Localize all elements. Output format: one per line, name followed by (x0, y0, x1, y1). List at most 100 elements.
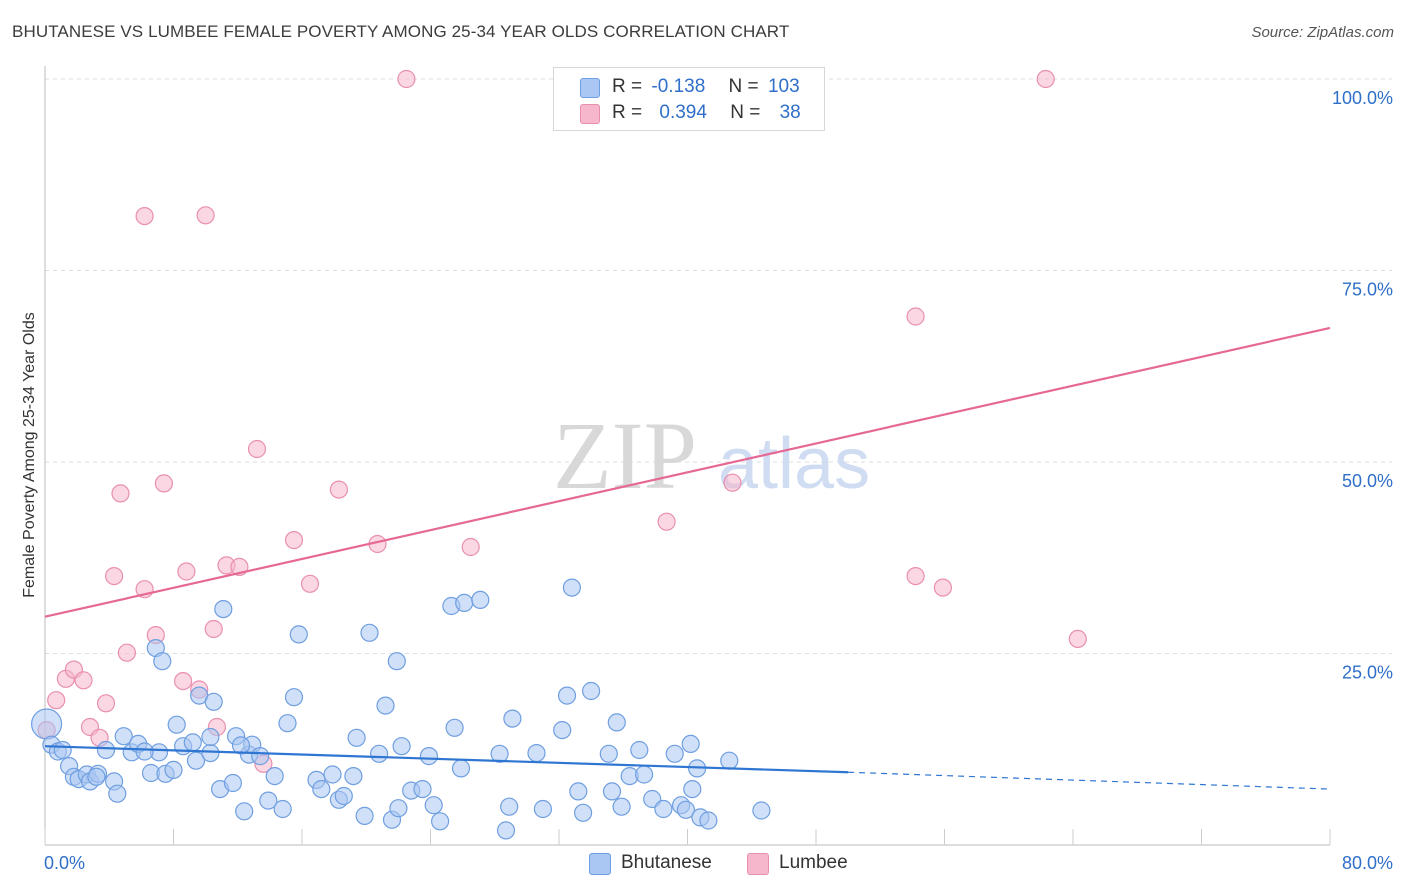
lumbee-point (96, 694, 116, 713)
bhutanese-point (573, 803, 593, 822)
bhutanese-point (654, 799, 673, 819)
bhutanese-point (201, 727, 220, 747)
bhutanese-point (533, 799, 553, 819)
bhutanese-point (214, 599, 233, 619)
bhutanese-point (114, 727, 133, 746)
bhutanese-point (431, 812, 450, 831)
y-tick-label: 50.0% (1342, 471, 1393, 491)
r-value: 0.394 (659, 102, 707, 123)
bhutanese-point (562, 578, 582, 597)
bhutanese-point (231, 736, 251, 755)
lumbee-point (174, 671, 193, 691)
bhutanese-point (344, 766, 363, 786)
bhutanese-point (284, 688, 304, 707)
lumbee-point (177, 562, 196, 581)
bhutanese-point (186, 751, 206, 770)
bhutanese-point (167, 715, 186, 734)
lumbee-point (461, 537, 480, 557)
r-value: -0.138 (651, 76, 706, 97)
bhutanese-point (347, 728, 366, 747)
lumbee-point (47, 691, 66, 710)
bhutanese-point (569, 782, 588, 801)
legend-swatch-lumbee (580, 104, 600, 124)
bhutanese-point (455, 593, 474, 613)
lumbee-point (154, 474, 173, 493)
bhutanese-point (630, 740, 649, 760)
lumbee-point (933, 578, 953, 597)
bhutanese-point (204, 692, 223, 711)
bhutanese-point (289, 625, 308, 644)
bhutanese-point (599, 744, 618, 763)
bhutanese-point (30, 708, 63, 740)
grid-lines (45, 78, 1392, 654)
watermark-zip: ZIP (553, 402, 697, 509)
lumbee-point (111, 484, 130, 503)
bhutanese-point (634, 765, 654, 784)
bhutanese-trend-line (44, 745, 849, 774)
bhutanese-point (557, 686, 577, 705)
bhutanese-point (312, 779, 331, 799)
lumbee-point (657, 512, 676, 531)
n-value: 103 (767, 76, 800, 97)
bhutanese-point (602, 782, 622, 801)
lumbee-point (284, 530, 304, 550)
bhutanese-point (87, 767, 106, 786)
bhutanese-point (387, 652, 406, 671)
bhutanese-point (183, 733, 202, 752)
bhutanese-point (265, 766, 284, 786)
lumbee-point (906, 566, 925, 586)
bhutanese-point (96, 740, 116, 760)
lumbee-point (1036, 69, 1055, 89)
y-tick-label: 75.0% (1342, 280, 1393, 300)
bhutanese-point (360, 623, 379, 642)
series-legend: Bhutanese Lumbee (0, 852, 1406, 876)
bhutanese-point (681, 734, 700, 754)
bhutanese-point (445, 718, 464, 737)
bhutanese-point (471, 590, 490, 610)
n-label: N = (728, 76, 759, 97)
lumbee-point (204, 619, 223, 639)
r-label: R = (612, 102, 643, 123)
x-tick-label: 0.0% (44, 853, 85, 873)
bhutanese-point (500, 797, 519, 816)
n-value: 38 (779, 102, 801, 123)
tick-labels: 25.0% 50.0% 75.0% 100.0% 0.0% 80.0% (44, 88, 1393, 873)
bhutanese-point (389, 799, 408, 818)
legend-label-lumbee: Lumbee (779, 852, 848, 873)
legend-swatch-bhutanese (589, 853, 611, 875)
y-tick-label: 100.0% (1332, 88, 1393, 108)
bhutanese-point (607, 713, 626, 732)
bhutanese-point (581, 681, 601, 701)
bhutanese-point (108, 784, 127, 803)
bhutanese-point (164, 760, 183, 780)
lumbee-point (329, 480, 348, 499)
bhutanese-point (334, 786, 353, 806)
bhutanese-point (235, 802, 254, 821)
bhutanese-point (355, 806, 374, 826)
source-credit: Source: ZipAtlas.com (1251, 24, 1394, 41)
bhutanese-point (135, 742, 154, 761)
bhutanese-point (323, 765, 342, 784)
legend-label-bhutanese: Bhutanese (621, 852, 712, 873)
bhutanese-point (676, 800, 696, 819)
bhutanese-point (273, 799, 292, 819)
bhutanese-point (490, 744, 509, 763)
bhutanese-point (503, 709, 522, 728)
bhutanese-point (413, 779, 432, 799)
bhutanese-point (527, 743, 546, 763)
bhutanese-point (278, 714, 297, 733)
bhutanese-point (699, 811, 718, 830)
bhutanese-point (259, 791, 278, 810)
bhutanese-point (424, 796, 443, 815)
bhutanese-trend-extension (848, 771, 1331, 790)
y-tick-label: 25.0% (1342, 663, 1393, 683)
r-label: R = (612, 76, 643, 97)
bhutanese-point (612, 797, 631, 816)
bhutanese-point (553, 720, 572, 740)
bhutanese-point (153, 652, 172, 671)
lumbee-point (135, 207, 154, 226)
lumbee-point (104, 566, 124, 586)
bhutanese-point (201, 743, 220, 763)
bhutanese-point (683, 779, 702, 799)
